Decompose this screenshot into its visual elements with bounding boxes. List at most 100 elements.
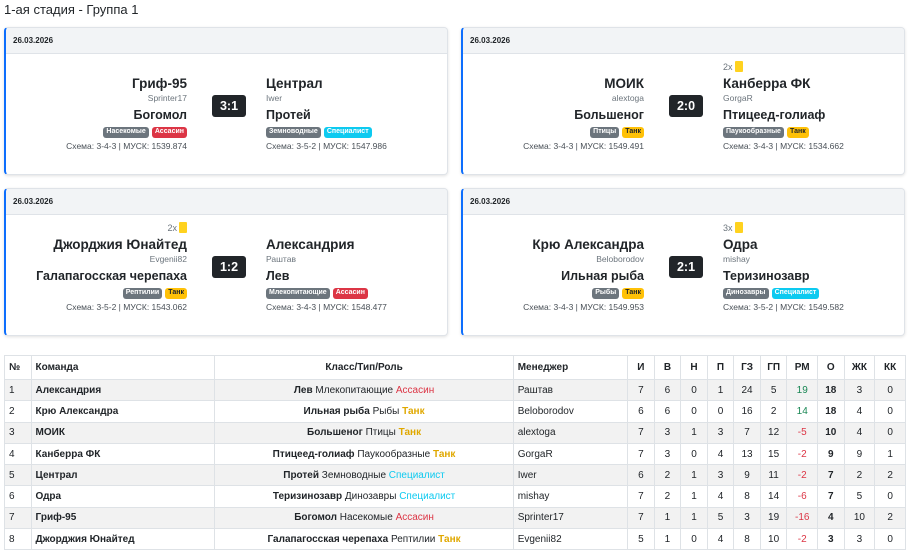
class-cell: Ильная рыба Рыбы Танк [214,400,514,423]
points-cell: 3 [817,528,845,551]
column-header[interactable]: ГП [759,355,788,380]
column-header[interactable]: Команда [30,355,216,380]
manager-name[interactable]: GorgaR [723,93,753,103]
manager-name[interactable]: Beloborodov [596,254,644,264]
hero-name: Лев [266,269,290,283]
type-badge: Насекомые [103,126,149,138]
team-cell[interactable]: Гриф-95 [30,506,216,530]
match-body: Гриф-95 Sprinter17 Богомол Насекомые Ассаси… [6,54,447,174]
match-score[interactable]: 2:0 [669,95,703,117]
match-score[interactable]: 1:2 [212,256,246,278]
column-header[interactable]: В [653,355,682,380]
hero-role: Специалист [399,491,456,503]
rank-cell: 1 [4,378,32,402]
stat-cell: 0 [680,378,708,402]
team-cell[interactable]: Крю Александра [30,400,216,423]
manager-name[interactable]: Iwer [266,93,283,103]
manager-cell[interactable]: Раштав [512,378,629,402]
manager-name[interactable]: Evgenii82 [149,254,187,264]
stat-cell: 9 [733,464,761,487]
type-badge: Млекопитающие [266,287,330,299]
team-cell[interactable]: Централ [30,464,216,487]
hero-role: Специалист [388,469,445,481]
badges: Млекопитающие Ассасин [266,287,447,299]
hero-role: Танк [432,448,456,460]
manager-name[interactable]: Раштав [266,254,296,264]
type-badge: Земноводные [266,126,321,138]
column-header[interactable]: Менеджер [512,355,629,380]
column-header[interactable]: О [817,355,845,380]
manager-name[interactable]: Sprinter17 [147,93,187,103]
schema-rating: Схема: 3-5-2 | МУСК: 1543.062 [66,302,187,312]
match-score[interactable]: 3:1 [212,95,246,117]
column-header[interactable]: ЖК [843,355,876,380]
team-name[interactable]: Александрия [266,237,355,252]
red-cards-cell: 0 [874,528,906,551]
hero-role: Танк [438,533,461,545]
team-name[interactable]: МОИК [604,76,644,91]
yellow-cards [266,221,447,235]
column-header[interactable]: Класс/Тип/Роль [214,355,514,380]
column-header[interactable]: ГЗ [733,355,761,380]
team-cell[interactable]: Одра [30,485,216,508]
stat-cell: 1 [653,506,682,530]
points-cell: 10 [817,421,845,444]
red-cards-cell: 2 [874,464,906,487]
badges: Динозавры Специалист [723,287,904,299]
class-cell: Богомол Насекомые Ассасин [214,506,514,530]
stat-cell: 19 [759,506,788,530]
manager-name[interactable]: mishay [723,254,750,264]
table-row: 5 Централ Протей Земноводные Специалист Iwe… [4,464,906,487]
manager-cell[interactable]: Evgenii82 [512,528,629,551]
hero-role: Ассасин [395,512,434,524]
team-name[interactable]: Централ [266,76,323,91]
manager-cell[interactable]: mishay [512,485,629,508]
team-name[interactable]: Одра [723,237,758,252]
hero-type: Птицы [365,427,396,439]
column-header[interactable]: И [627,355,655,380]
hero-name: Богомол [294,512,337,524]
points-cell: 18 [817,400,845,423]
column-header[interactable]: КК [874,355,906,380]
stat-cell: 6 [627,464,655,487]
team-name[interactable]: Крю Александра [532,237,644,252]
stat-cell: 4 [706,485,735,508]
team-cell[interactable]: Джорджия Юнайтед [30,528,216,551]
team-cell[interactable]: Канберра ФК [30,442,216,466]
manager-cell[interactable]: alextoga [512,421,629,444]
home-team: 2x Джорджия Юнайтед Evgenii82 Галапагосская… [6,215,187,313]
team-name[interactable]: Канберра ФК [723,76,811,91]
points-cell: 4 [817,506,845,530]
column-header[interactable]: Н [680,355,708,380]
badges: Рыбы Танк [463,287,644,299]
table-row: 3 МОИК Большеног Птицы Танк alextoga 7 3 1 3 7 12… [4,421,906,444]
column-header[interactable]: РМ [786,355,819,380]
yellow-cards [6,60,187,74]
stat-cell: 8 [733,485,761,508]
team-name[interactable]: Гриф-95 [131,76,187,91]
column-header[interactable]: № [4,355,32,380]
hero-name: Теризинозавр [272,491,343,503]
manager-cell[interactable]: Iwer [512,464,629,487]
team-cell[interactable]: МОИК [30,421,216,444]
team-name[interactable]: Джорджия Юнайтед [53,237,187,252]
column-header[interactable]: П [706,355,735,380]
match-score[interactable]: 2:1 [669,256,703,278]
hero-role: Ассасин [395,384,435,396]
manager-cell[interactable]: Sprinter17 [512,506,629,530]
table-row: 2 Крю Александра Ильная рыба Рыбы Танк Belo… [4,400,906,423]
manager-cell[interactable]: Beloborodov [512,400,629,423]
manager-cell[interactable]: GorgaR [512,442,629,466]
yellow-cards-cell: 4 [843,421,876,444]
away-team: 3x Одра mishay Теризинозавр Динозавры Специа… [723,215,904,313]
hero-role: Танк [398,427,422,439]
hero-name: Большеног [307,427,363,439]
red-cards-cell: 0 [874,421,906,444]
team-cell[interactable]: Александрия [30,378,216,402]
goal-diff-cell: -16 [786,506,819,530]
manager-name[interactable]: alextoga [611,93,644,103]
red-cards-cell: 0 [874,378,906,402]
yellow-cards [266,60,447,74]
stat-cell: 11 [759,464,788,487]
yellow-cards-cell: 2 [843,464,876,487]
